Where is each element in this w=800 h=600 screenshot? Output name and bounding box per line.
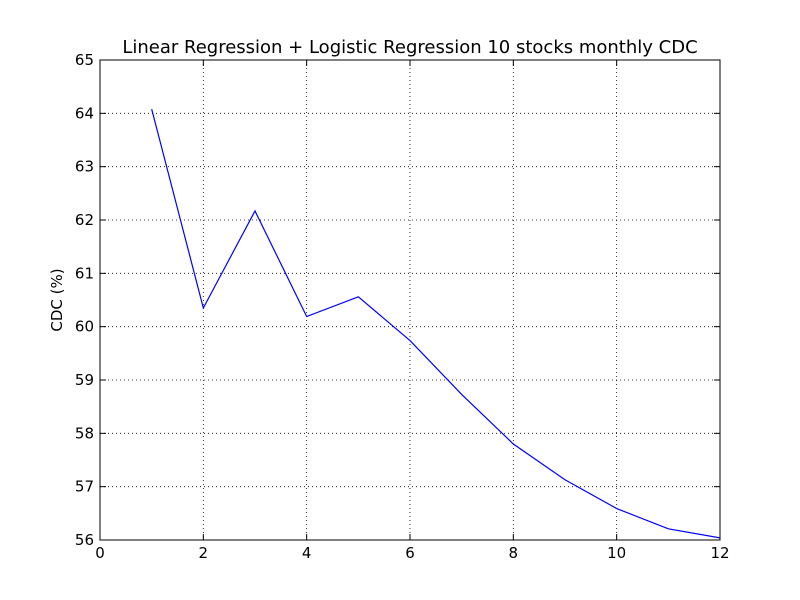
y-tick-label: 64 [75,104,94,122]
x-tick-label: 2 [199,544,209,562]
y-tick-label: 57 [75,478,94,496]
y-tick-label: 56 [75,531,94,549]
x-tick-label: 12 [710,544,729,562]
y-tick-label: 59 [75,371,94,389]
x-tick-label: 6 [405,544,415,562]
y-tick-label: 63 [75,158,94,176]
x-tick-labels: 0 2 4 6 8 10 12 [95,544,729,562]
series-layer [151,108,721,539]
y-tick-label: 60 [75,318,94,336]
x-tick-label: 4 [302,544,312,562]
tick-marks [99,59,721,541]
x-tick-label: 8 [509,544,519,562]
x-tick-label: 0 [95,544,105,562]
y-tick-label: 61 [75,264,94,282]
y-axis-label: CDC (%) [48,268,66,331]
y-tick-label: 58 [75,424,94,442]
y-tick-label: 65 [75,51,94,69]
chart-title: Linear Regression + Logistic Regression … [122,37,697,58]
series-line-0 [151,108,721,539]
x-tick-label: 10 [607,544,626,562]
y-tick-label: 62 [75,211,94,229]
y-tick-labels: 56 57 58 59 60 61 62 63 64 65 [75,51,94,549]
